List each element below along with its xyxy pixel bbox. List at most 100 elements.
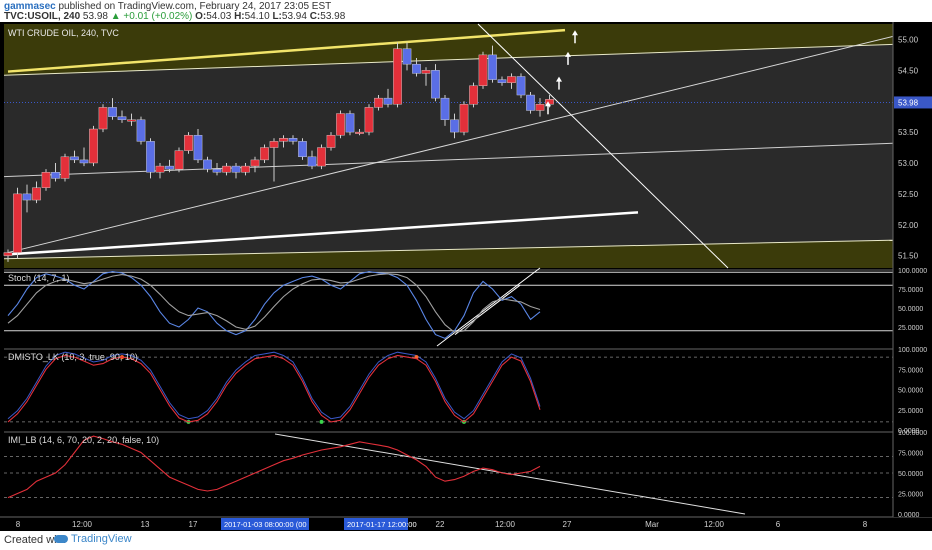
series-line bbox=[7, 273, 541, 333]
symbol-line: TVC:USOIL, 240 53.98 ▲ +0.01 (+0.02%) O:… bbox=[4, 11, 345, 22]
osc-tick-label: 0.0000 bbox=[898, 428, 920, 435]
stoch-pane-bg bbox=[4, 270, 893, 346]
price-tick-label: 51.50 bbox=[898, 252, 919, 261]
dmisto-pane[interactable]: DMISTO_LK (10, 3, true, 90, 10) bbox=[4, 348, 893, 430]
candle bbox=[279, 138, 288, 142]
candle bbox=[364, 107, 374, 133]
chart-header: gammasec published on TradingView.com, F… bbox=[0, 0, 932, 22]
publish-line: gammasec published on TradingView.com, F… bbox=[4, 1, 331, 12]
osc-tick-label: 25.0000 bbox=[898, 408, 923, 415]
candle bbox=[231, 165, 241, 173]
osc-tick-label: 50.0000 bbox=[898, 388, 923, 395]
symbol: TVC:USOIL, 240 bbox=[4, 11, 81, 22]
price-tick-label: 53.50 bbox=[898, 128, 919, 137]
candle bbox=[32, 187, 41, 201]
osc-tick-label: 25.0000 bbox=[898, 325, 923, 332]
candle bbox=[526, 94, 535, 111]
price-tick-label: 54.50 bbox=[898, 66, 919, 75]
last-price-badge-label: 53.98 bbox=[898, 98, 919, 107]
candle bbox=[136, 119, 146, 142]
candle bbox=[41, 172, 51, 188]
candle bbox=[545, 99, 554, 105]
candle bbox=[288, 138, 298, 142]
candle bbox=[355, 131, 364, 134]
stoch-trendline-2 bbox=[454, 284, 521, 335]
candle bbox=[412, 63, 421, 74]
signal-dot bbox=[319, 419, 324, 424]
candle bbox=[421, 70, 431, 74]
candle bbox=[535, 104, 545, 111]
close-value: 53.98 bbox=[320, 11, 346, 22]
up-arrow-head bbox=[556, 76, 562, 82]
stoch-pane[interactable]: Stoch (14, 7, 1) bbox=[4, 267, 893, 347]
price-pane[interactable]: WTI CRUDE OIL, 240, TVC bbox=[3, 23, 894, 269]
signal-line bbox=[7, 351, 541, 420]
candle bbox=[516, 76, 526, 96]
candle bbox=[3, 252, 13, 256]
x-tick-label: 27 bbox=[563, 520, 572, 529]
candle bbox=[203, 159, 212, 170]
imi-pane[interactable]: IMI_LB (14, 6, 70, 20, 2, 20, false, 10) bbox=[4, 431, 893, 515]
last-price: 53.98 bbox=[82, 11, 108, 22]
last-price-badge bbox=[894, 96, 932, 109]
pane-title: DMISTO_LK (10, 3, true, 90, 10) bbox=[8, 352, 138, 362]
candle bbox=[241, 165, 250, 173]
tradingview-brand-label: TradingView bbox=[71, 533, 132, 545]
x-tick-label: 12:00 bbox=[72, 520, 93, 529]
high-label: H: bbox=[234, 11, 245, 22]
candle bbox=[440, 97, 450, 120]
time-highlight-label: 2017-01-03 08:00:00 (00 bbox=[224, 520, 307, 529]
candle bbox=[469, 85, 478, 105]
price-tick-label: 55.00 bbox=[898, 35, 919, 44]
candle bbox=[317, 147, 326, 167]
time-highlight-label: 2017-01-17 12:00:00 bbox=[347, 520, 417, 529]
candle bbox=[393, 48, 402, 105]
osc-tick-label: 0.0000 bbox=[898, 512, 920, 519]
x-tick-label: 6 bbox=[776, 520, 781, 529]
candle bbox=[402, 48, 412, 65]
candle bbox=[212, 168, 222, 173]
price-change: ▲ +0.01 (+0.02%) bbox=[110, 11, 193, 22]
channel-bottom-line bbox=[3, 239, 894, 260]
series-line bbox=[7, 270, 541, 340]
candle bbox=[222, 165, 231, 173]
chart-footer: Created with TradingView bbox=[0, 531, 932, 550]
osc-tick-label: 100.0000 bbox=[898, 430, 927, 437]
series-line bbox=[7, 435, 541, 499]
created-with-text: Created with bbox=[4, 534, 66, 546]
candle bbox=[13, 193, 22, 253]
candle bbox=[383, 97, 393, 105]
candle bbox=[431, 70, 440, 99]
osc-tick-label: 25.0000 bbox=[898, 492, 923, 499]
lower-channel-band bbox=[4, 240, 893, 268]
osc-tick-label: 50.0000 bbox=[898, 306, 923, 313]
descending-resistance-line bbox=[477, 23, 729, 269]
up-arrow-head bbox=[545, 101, 551, 107]
time-highlight-badge bbox=[344, 518, 408, 530]
author-name[interactable]: gammasec bbox=[4, 1, 56, 12]
candle bbox=[260, 147, 269, 161]
candle bbox=[459, 104, 469, 133]
price-axes[interactable]: 55.0054.5054.0053.5053.0052.5052.0051.50… bbox=[892, 22, 932, 519]
candle bbox=[70, 156, 79, 161]
candle bbox=[22, 193, 32, 201]
price-tick-label: 52.00 bbox=[898, 221, 919, 230]
series-line bbox=[7, 354, 541, 423]
x-tick-label: 22 bbox=[436, 520, 445, 529]
stoch-trendline bbox=[436, 267, 541, 347]
candle bbox=[89, 128, 98, 164]
candle bbox=[488, 54, 497, 80]
candle bbox=[184, 134, 193, 151]
x-tick-label: 17 bbox=[189, 520, 198, 529]
price-tick-label: 52.50 bbox=[898, 190, 919, 199]
candle bbox=[108, 107, 117, 117]
open-value: 54.03 bbox=[206, 11, 232, 22]
candle bbox=[374, 97, 383, 108]
candle bbox=[117, 116, 127, 120]
tradingview-link[interactable]: TradingView bbox=[54, 533, 132, 545]
chart-area[interactable]: WTI CRUDE OIL, 240, TVC Stoch (14, 7, 1)… bbox=[0, 22, 932, 531]
candle bbox=[345, 113, 355, 133]
open-label: O: bbox=[195, 11, 207, 22]
candle bbox=[507, 76, 516, 83]
time-axis[interactable]: 812:001317192212:0027Mar12:00682017-01-0… bbox=[0, 516, 932, 531]
